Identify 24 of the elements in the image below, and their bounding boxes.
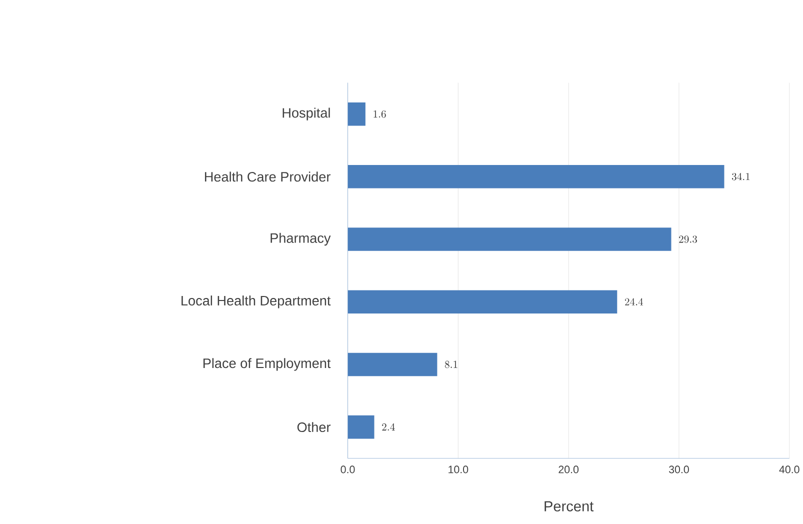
bar bbox=[348, 102, 366, 126]
x-tick-label: 30.0 bbox=[668, 466, 689, 474]
y-tick-label: Pharmacy bbox=[270, 232, 331, 246]
data-label: 1 .6 bbox=[374, 110, 386, 118]
bar bbox=[348, 164, 724, 188]
y-tick-label: Health Care Provider bbox=[204, 172, 330, 182]
x-tick-label: 40.0 bbox=[779, 466, 800, 474]
data-label: 34. 1 bbox=[732, 172, 750, 180]
y-tick-label: Hospital bbox=[282, 108, 330, 120]
data-label: 8. 1 bbox=[444, 360, 458, 368]
x-tick-label: 0.0 bbox=[340, 466, 355, 474]
y-tick-label: Local Health Department bbox=[182, 295, 331, 308]
data-label: 24.4 bbox=[624, 298, 644, 306]
y-tick-label: Other bbox=[297, 422, 331, 432]
data-label: 29.3 bbox=[679, 236, 697, 243]
bar bbox=[348, 352, 438, 376]
x-tick-label: 10.0 bbox=[448, 466, 468, 474]
x-axis-title: Percent bbox=[544, 501, 594, 512]
data-label: 2.4 bbox=[382, 423, 395, 430]
bar bbox=[348, 228, 672, 251]
x-tick-label: 20.0 bbox=[558, 466, 579, 474]
bar bbox=[348, 415, 374, 439]
bar bbox=[348, 290, 618, 314]
y-tick-label: Place of Employment bbox=[203, 358, 331, 371]
